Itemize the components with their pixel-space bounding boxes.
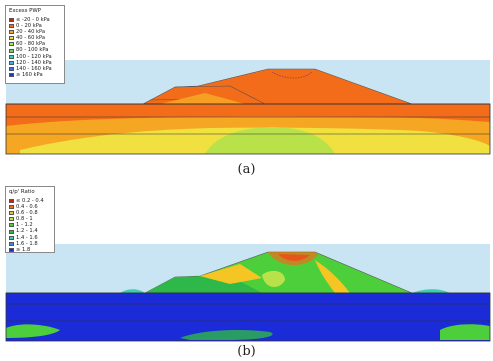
legend-item: 40 - 60 kPa [9,35,61,41]
legend-item: 1 - 1.2 [9,222,51,228]
legend-stress-ratio: q/p' Ratio ≤ 0.2 - 0.4 0.4 - 0.6 0.6 - 0… [5,186,55,253]
legend-item: ≤ -20 - 0 kPa [9,17,61,23]
legend-swatch [9,217,14,222]
embankment-yellow-zone [200,264,262,284]
legend-swatch [9,24,14,29]
legend-item: 80 - 100 kPa [9,47,61,53]
legend-swatch [9,66,14,71]
legend-swatch [9,18,14,23]
excess-pwp-contour-plot [5,60,491,155]
legend-swatch [9,247,14,252]
caption-a: (a) [237,162,256,177]
embankment-core-line [174,85,266,105]
legend-swatch [9,60,14,65]
caption-b: (b) [237,344,256,359]
legend-item: 120 - 140 kPa [9,60,61,66]
legend-swatch [9,42,14,47]
legend-swatch [9,229,14,234]
stress-ratio-contour-plot [5,244,491,342]
legend-swatch [9,235,14,240]
legend-item: 1.6 - 1.8 [9,241,51,247]
legend-item: 100 - 120 kPa [9,54,61,60]
legend-title: Excess PWP [9,8,41,14]
legend-item: 0.6 - 0.8 [9,210,51,216]
panel-b: q/p' Ratio ≤ 0.2 - 0.4 0.4 - 0.6 0.6 - 0… [0,180,493,361]
legend-swatch [9,205,14,210]
legend-swatch [9,30,14,35]
legend-title: q/p' Ratio [9,189,35,195]
bottom-contour-mid [180,330,273,340]
panel-a: Excess PWP ≤ -20 - 0 kPa 0 - 20 kPa 20 -… [0,0,493,180]
legend-swatch [9,199,14,204]
bottom-contour-right [440,324,490,340]
legend-swatch [9,48,14,53]
legend-item: 0.8 - 1 [9,216,51,222]
embankment-inner-band [160,93,245,104]
legend-item: 20 - 40 kPa [9,29,61,35]
legend-swatch [9,54,14,59]
legend-swatch [9,241,14,246]
crest-dashed-contour [271,71,313,79]
legend-item: ≥ 1.8 [9,247,51,253]
legend-item: 140 - 160 kPa [9,66,61,72]
bottom-contour-left [6,324,60,338]
surface-contour-right [412,289,450,293]
legend-swatch [9,223,14,228]
crest-orange-zone [268,252,318,266]
legend-swatch [9,36,14,41]
inner-light-zone [262,270,285,287]
legend-excess-pwp: Excess PWP ≤ -20 - 0 kPa 0 - 20 kPa 20 -… [5,5,65,84]
legend-item: 60 - 80 kPa [9,41,61,47]
legend-item: ≤ 0.2 - 0.4 [9,198,51,204]
legend-item: 1.4 - 1.6 [9,235,51,241]
legend-item: ≥ 160 kPa [9,72,61,78]
legend-item: 0 - 20 kPa [9,23,61,29]
legend-swatch [9,72,14,77]
legend-item: 0.4 - 0.6 [9,204,51,210]
legend-swatch [9,211,14,216]
legend-item: 1.2 - 1.4 [9,228,51,234]
slope-yellow-zone [315,260,350,293]
model-boundary [5,103,491,155]
model-boundary [5,292,491,342]
surface-contour-left [120,289,145,293]
